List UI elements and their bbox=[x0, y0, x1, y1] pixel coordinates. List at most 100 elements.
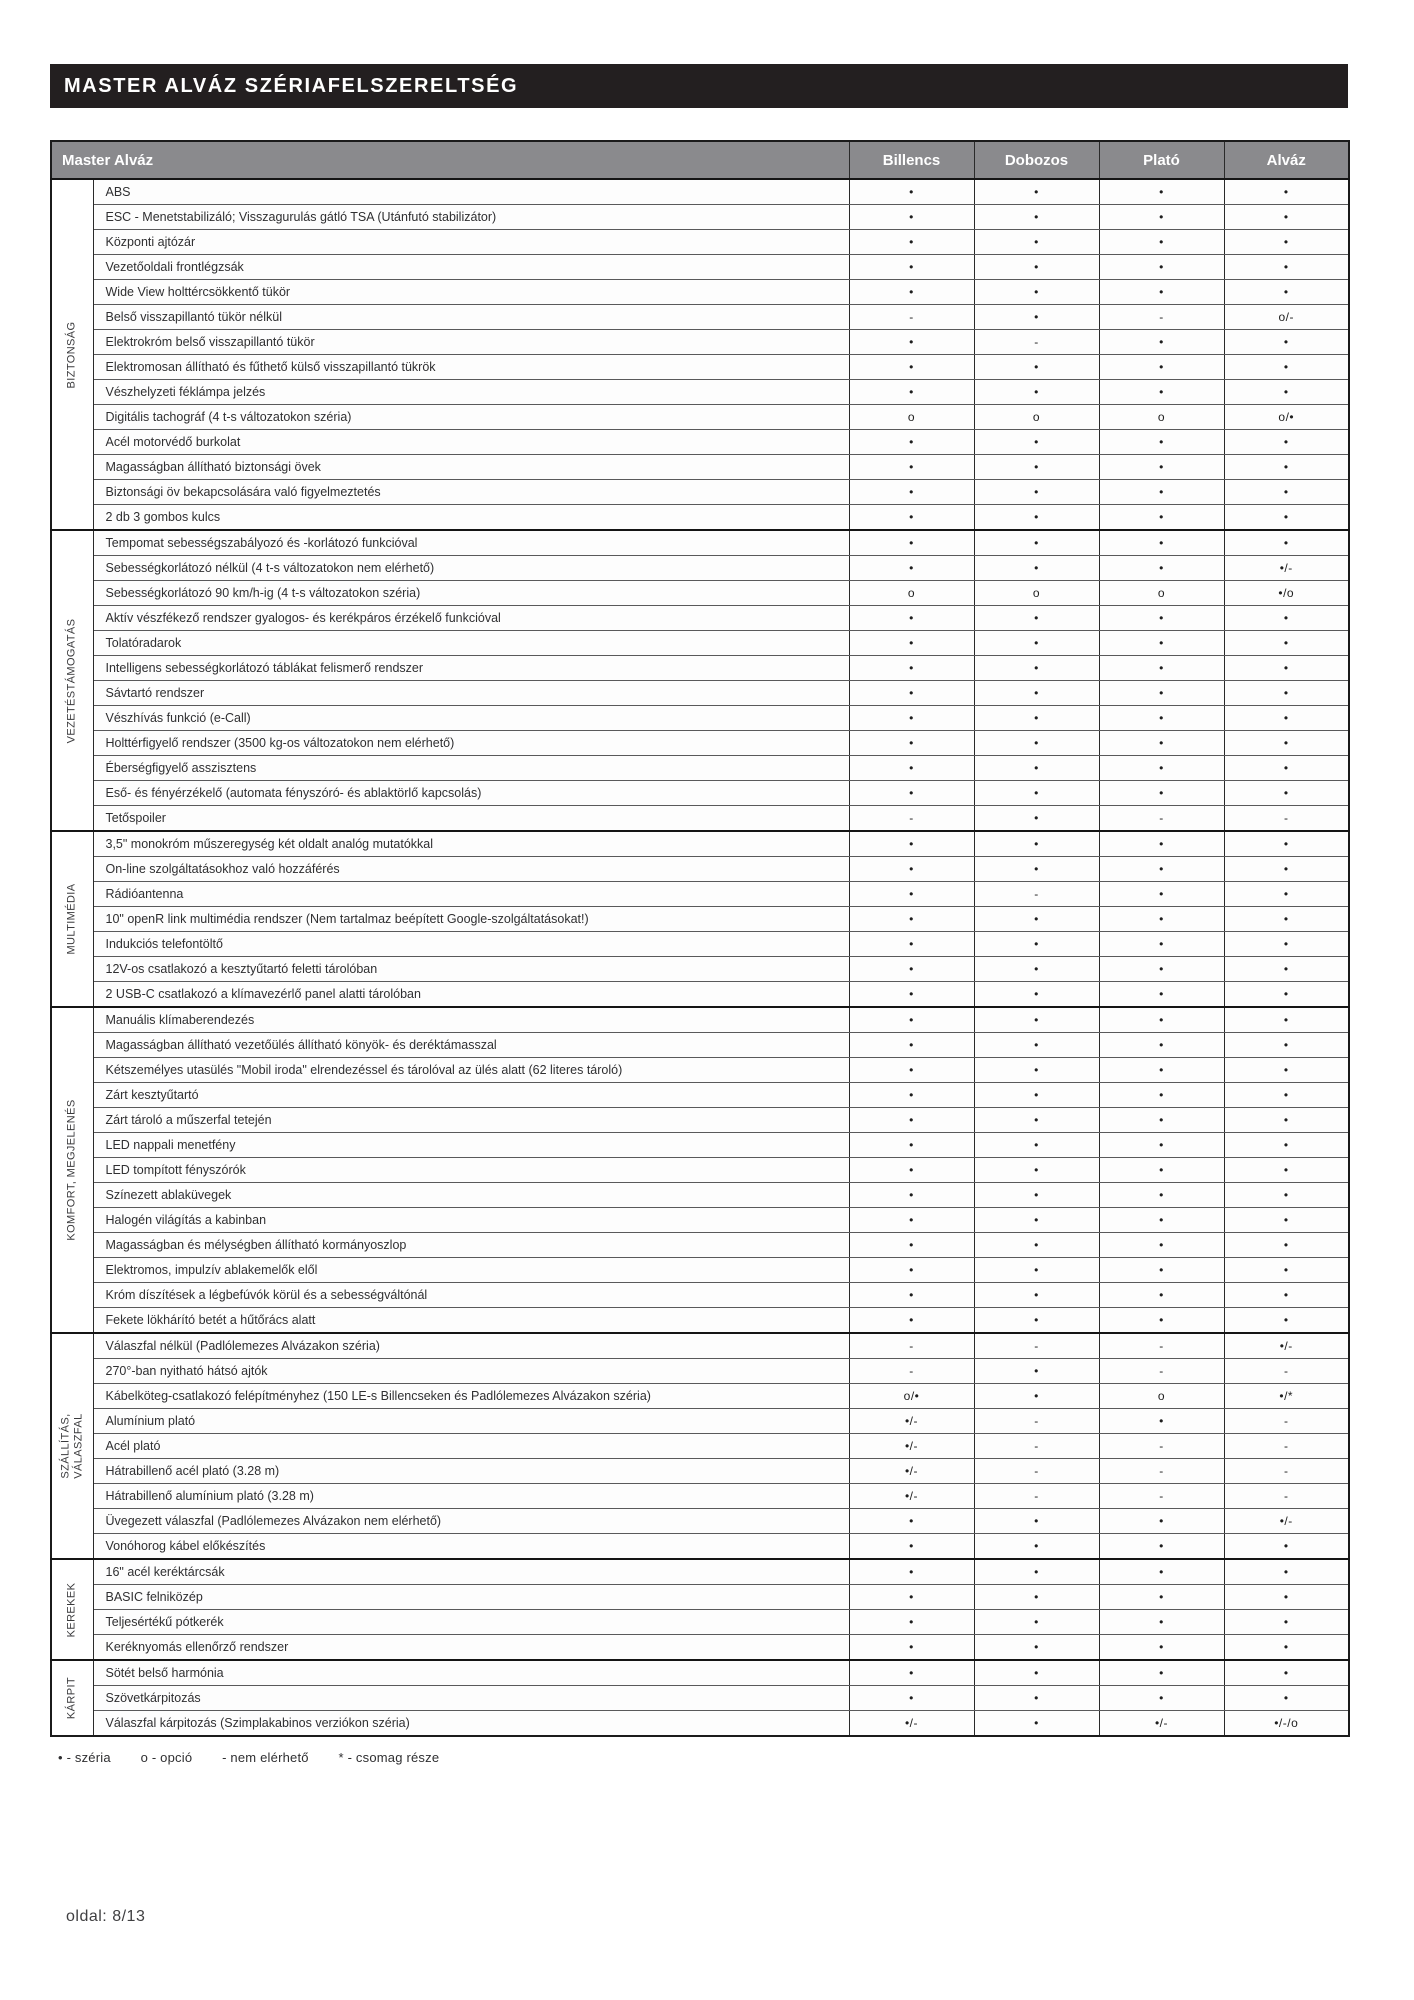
availability-cell: • bbox=[974, 479, 1100, 505]
availability-cell: - bbox=[1224, 1433, 1350, 1459]
table-row: Válaszfal kárpitozás (Szimplakabinos ver… bbox=[51, 1710, 1350, 1737]
availability-cell: • bbox=[849, 204, 975, 230]
availability-cell: • bbox=[1224, 454, 1350, 480]
availability-cell: • bbox=[974, 1232, 1100, 1258]
availability-cell: - bbox=[974, 329, 1100, 355]
feature-name: Válaszfal kárpitozás (Szimplakabinos ver… bbox=[93, 1710, 850, 1737]
availability-cell: • bbox=[849, 755, 975, 781]
availability-cell: • bbox=[849, 279, 975, 305]
availability-cell: • bbox=[849, 1584, 975, 1610]
availability-cell: - bbox=[849, 805, 975, 832]
feature-name: Színezett ablaküvegek bbox=[93, 1182, 850, 1208]
table-row: Aktív vészfékező rendszer gyalogos- és k… bbox=[51, 605, 1350, 631]
availability-cell: • bbox=[1224, 1082, 1350, 1108]
availability-cell: • bbox=[1099, 379, 1225, 405]
feature-name: Belső visszapillantó tükör nélkül bbox=[93, 304, 850, 330]
availability-cell: • bbox=[1099, 1057, 1225, 1083]
feature-name: Wide View holttércsökkentő tükör bbox=[93, 279, 850, 305]
availability-cell: - bbox=[1224, 1358, 1350, 1384]
legend-item-package: * - csomag része bbox=[338, 1750, 440, 1765]
availability-cell: - bbox=[849, 304, 975, 330]
legend-item-standard: • - széria bbox=[58, 1750, 111, 1765]
feature-name: Króm díszítések a légbefúvók körül és a … bbox=[93, 1282, 850, 1308]
availability-cell: o bbox=[1099, 580, 1225, 606]
feature-name: 2 db 3 gombos kulcs bbox=[93, 504, 850, 531]
availability-cell: - bbox=[1224, 1483, 1350, 1509]
availability-cell: • bbox=[1224, 1659, 1350, 1686]
availability-cell: • bbox=[849, 881, 975, 907]
table-row: Központi ajtózár • • • • bbox=[51, 229, 1350, 255]
availability-cell: • bbox=[974, 1558, 1100, 1585]
category-label-cell: VEZETÉSTÁMOGATÁS bbox=[51, 529, 94, 832]
feature-name: Kétszemélyes utasülés "Mobil iroda" elre… bbox=[93, 1057, 850, 1083]
feature-name: ABS bbox=[93, 178, 850, 205]
availability-cell: - bbox=[1099, 1358, 1225, 1384]
availability-cell: • bbox=[849, 479, 975, 505]
category-label-cell: KÁRPIT bbox=[51, 1659, 94, 1737]
availability-cell: • bbox=[1099, 279, 1225, 305]
availability-cell: • bbox=[849, 178, 975, 205]
table-row: BIZTONSÁG ABS • • • • bbox=[51, 178, 1350, 531]
availability-cell: • bbox=[974, 178, 1100, 205]
availability-cell: • bbox=[849, 454, 975, 480]
availability-cell: • bbox=[1224, 1533, 1350, 1560]
availability-cell: o/• bbox=[849, 1383, 975, 1409]
availability-cell: • bbox=[849, 379, 975, 405]
availability-cell: • bbox=[849, 830, 975, 857]
availability-cell: • bbox=[974, 1307, 1100, 1334]
availability-cell: • bbox=[1224, 529, 1350, 556]
availability-cell: • bbox=[1224, 1282, 1350, 1308]
availability-cell: • bbox=[974, 1207, 1100, 1233]
availability-cell: • bbox=[974, 981, 1100, 1008]
availability-cell: • bbox=[974, 931, 1100, 957]
feature-name: Éberségfigyelő asszisztens bbox=[93, 755, 850, 781]
availability-cell: •/- bbox=[1224, 1332, 1350, 1359]
availability-cell: • bbox=[1224, 1032, 1350, 1058]
availability-cell: • bbox=[1099, 730, 1225, 756]
availability-cell: • bbox=[1224, 329, 1350, 355]
availability-cell: • bbox=[849, 856, 975, 882]
availability-cell: • bbox=[1099, 956, 1225, 982]
availability-cell: - bbox=[974, 1483, 1100, 1509]
feature-name: Tolatóradarok bbox=[93, 630, 850, 656]
column-header-alvaz: Alváz bbox=[1223, 140, 1350, 180]
availability-cell: • bbox=[1224, 630, 1350, 656]
availability-cell: • bbox=[1224, 931, 1350, 957]
feature-name: 3,5" monokróm műszeregység két oldalt an… bbox=[93, 830, 850, 857]
availability-cell: • bbox=[1224, 1558, 1350, 1585]
feature-name: Vészhelyzeti féklámpa jelzés bbox=[93, 379, 850, 405]
table-row: ESC - Menetstabilizáló; Visszagurulás gá… bbox=[51, 204, 1350, 230]
availability-cell: • bbox=[974, 1057, 1100, 1083]
availability-cell: - bbox=[974, 1408, 1100, 1434]
feature-name: Sötét belső harmónia bbox=[93, 1659, 850, 1686]
availability-cell: • bbox=[849, 1157, 975, 1183]
table-row: KEREKEK 16" acél keréktárcsák • • • • bbox=[51, 1558, 1350, 1661]
availability-cell: • bbox=[974, 1032, 1100, 1058]
feature-name: 270°-ban nyitható hátsó ajtók bbox=[93, 1358, 850, 1384]
table-row: Magasságban állítható biztonsági övek • • •… bbox=[51, 454, 1350, 480]
availability-cell: • bbox=[1099, 856, 1225, 882]
availability-cell: • bbox=[974, 1257, 1100, 1283]
availability-cell: • bbox=[974, 605, 1100, 631]
availability-cell: o bbox=[974, 580, 1100, 606]
table-row: Kétszemélyes utasülés "Mobil iroda" elre… bbox=[51, 1057, 1350, 1083]
availability-cell: • bbox=[1224, 479, 1350, 505]
availability-cell: • bbox=[974, 1107, 1100, 1133]
availability-cell: • bbox=[849, 529, 975, 556]
availability-cell: • bbox=[1099, 254, 1225, 280]
availability-cell: • bbox=[1099, 1082, 1225, 1108]
availability-cell: • bbox=[1224, 1307, 1350, 1334]
availability-cell: • bbox=[974, 555, 1100, 581]
feature-name: On-line szolgáltatásokhoz való hozzáféré… bbox=[93, 856, 850, 882]
availability-cell: • bbox=[849, 329, 975, 355]
availability-cell: • bbox=[849, 354, 975, 380]
category-label-cell: KEREKEK bbox=[51, 1558, 94, 1661]
availability-cell: o bbox=[1099, 404, 1225, 430]
availability-cell: • bbox=[1099, 755, 1225, 781]
availability-cell: • bbox=[849, 630, 975, 656]
availability-cell: • bbox=[849, 1057, 975, 1083]
availability-cell: • bbox=[1099, 931, 1225, 957]
availability-cell: • bbox=[974, 1383, 1100, 1409]
availability-cell: • bbox=[1224, 680, 1350, 706]
table-row: Fekete lökhárító betét a hűtőrács alatt •… bbox=[51, 1307, 1350, 1334]
